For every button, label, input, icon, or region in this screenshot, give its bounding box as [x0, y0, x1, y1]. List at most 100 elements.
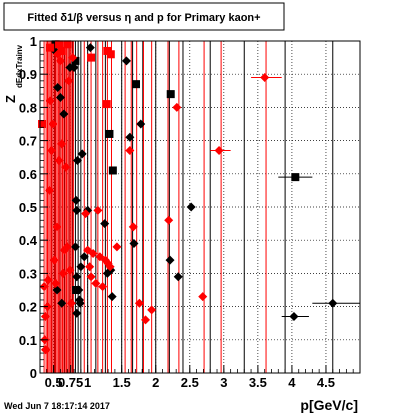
- data-point-square: [106, 50, 115, 59]
- data-point-diamond: [100, 219, 110, 229]
- data-point-square: [105, 129, 114, 138]
- y-tick-label: 0: [30, 366, 37, 381]
- data-point-diamond: [85, 262, 95, 272]
- data-point-square: [132, 80, 140, 89]
- y-tick-label: 0.6: [19, 167, 37, 182]
- data-point-diamond: [64, 76, 74, 86]
- data-points: [38, 40, 360, 355]
- data-point-diamond: [129, 239, 139, 249]
- data-point-diamond: [147, 305, 157, 315]
- y-tick-label: 0.3: [19, 266, 37, 281]
- title-box: [3, 2, 285, 31]
- data-point-square: [55, 40, 64, 49]
- data-point-diamond: [61, 162, 71, 172]
- data-point-diamond: [121, 56, 131, 66]
- data-point-diamond: [55, 92, 65, 102]
- data-point-square: [166, 90, 175, 99]
- y-axis-label-sub: dEdxTrainv: [15, 44, 24, 88]
- data-point-diamond: [93, 205, 103, 215]
- data-point-diamond: [45, 96, 55, 106]
- data-point-square: [57, 46, 66, 55]
- x-tick-label: 0.75: [58, 375, 83, 390]
- x-tick-label: 3.5: [249, 375, 267, 390]
- data-point-diamond: [43, 275, 53, 285]
- data-point-diamond: [128, 222, 138, 232]
- data-point-diamond: [91, 278, 101, 288]
- data-point-diamond: [72, 156, 82, 166]
- data-point-square: [72, 286, 81, 294]
- data-point-diamond: [53, 82, 63, 92]
- data-point-diamond: [40, 345, 50, 355]
- data-point-diamond: [328, 298, 338, 308]
- data-point-diamond: [112, 242, 122, 252]
- data-point-diamond: [47, 146, 57, 156]
- plot-frame: [39, 40, 361, 374]
- y-tick-label: 0.2: [19, 300, 37, 315]
- data-point-diamond: [75, 298, 85, 308]
- data-point-diamond: [58, 268, 68, 278]
- x-tick-label: 4: [288, 375, 296, 390]
- data-point-square: [71, 56, 80, 65]
- data-point-diamond: [172, 102, 182, 112]
- x-tick-label: 2.5: [181, 375, 199, 390]
- data-point-diamond: [86, 272, 96, 282]
- data-point-square: [87, 53, 96, 62]
- data-point-diamond: [85, 43, 95, 53]
- data-point-diamond: [40, 312, 50, 322]
- data-point-diamond: [57, 298, 67, 308]
- data-point-diamond: [125, 146, 135, 156]
- data-point-diamond: [45, 185, 55, 195]
- data-point-diamond: [51, 278, 61, 288]
- y-tick-label: 0.5: [19, 200, 37, 215]
- data-point-diamond: [54, 156, 64, 166]
- data-point-diamond: [70, 242, 80, 252]
- data-point-diamond: [81, 209, 91, 219]
- data-point-diamond: [136, 119, 146, 129]
- data-point-diamond: [66, 298, 76, 308]
- chart-title: Fitted δ1/β versus η and p for Primary k…: [27, 12, 260, 24]
- data-point-square: [63, 40, 72, 49]
- y-tick-label: 0.7: [19, 134, 37, 149]
- data-point-diamond: [186, 202, 196, 212]
- data-point-diamond: [164, 215, 174, 225]
- data-point-diamond: [72, 272, 82, 282]
- x-tick-label: 0.5: [45, 375, 63, 390]
- data-point-diamond: [71, 195, 81, 205]
- data-point-diamond: [134, 298, 144, 308]
- data-point-square: [102, 100, 111, 109]
- footer-timestamp: Wed Jun 7 18:17:14 2017: [4, 401, 110, 411]
- data-point-diamond: [173, 272, 183, 282]
- data-point-square: [291, 173, 300, 182]
- data-point-diamond: [125, 132, 135, 142]
- data-point-diamond: [68, 53, 78, 63]
- y-tick-label: 1: [30, 34, 37, 49]
- data-point-diamond: [48, 119, 58, 129]
- axis-ticks: 0.50.75 1 1.5 2 2.5 3 3.5 4 4.500.10.20.30.40.50…: [19, 34, 361, 390]
- x-tick-label: 4.5: [317, 375, 335, 390]
- data-point-square: [38, 120, 47, 128]
- data-point-diamond: [289, 312, 299, 322]
- data-point-diamond: [55, 56, 65, 66]
- data-point-diamond: [72, 205, 82, 215]
- data-point-diamond: [62, 242, 72, 252]
- data-point-diamond: [107, 292, 117, 302]
- x-tick-label: 1.5: [113, 375, 131, 390]
- x-tick-label: 1: [84, 375, 91, 390]
- data-point-diamond: [39, 282, 49, 292]
- data-point-diamond: [72, 308, 82, 318]
- x-tick-label: 3: [220, 375, 227, 390]
- data-point-diamond: [77, 149, 87, 159]
- data-point-diamond: [198, 292, 208, 302]
- data-point-diamond: [76, 262, 86, 272]
- data-point-diamond: [57, 139, 67, 149]
- data-point-diamond: [88, 248, 98, 258]
- y-tick-label: 0.8: [19, 100, 37, 115]
- data-point-square: [46, 43, 55, 52]
- data-point-diamond: [69, 63, 79, 73]
- data-point-diamond: [165, 255, 175, 265]
- data-point-diamond: [260, 73, 270, 83]
- x-axis-label: p[GeV/c]: [300, 397, 358, 413]
- x-tick-label: 2: [152, 375, 159, 390]
- data-point-square: [108, 166, 117, 175]
